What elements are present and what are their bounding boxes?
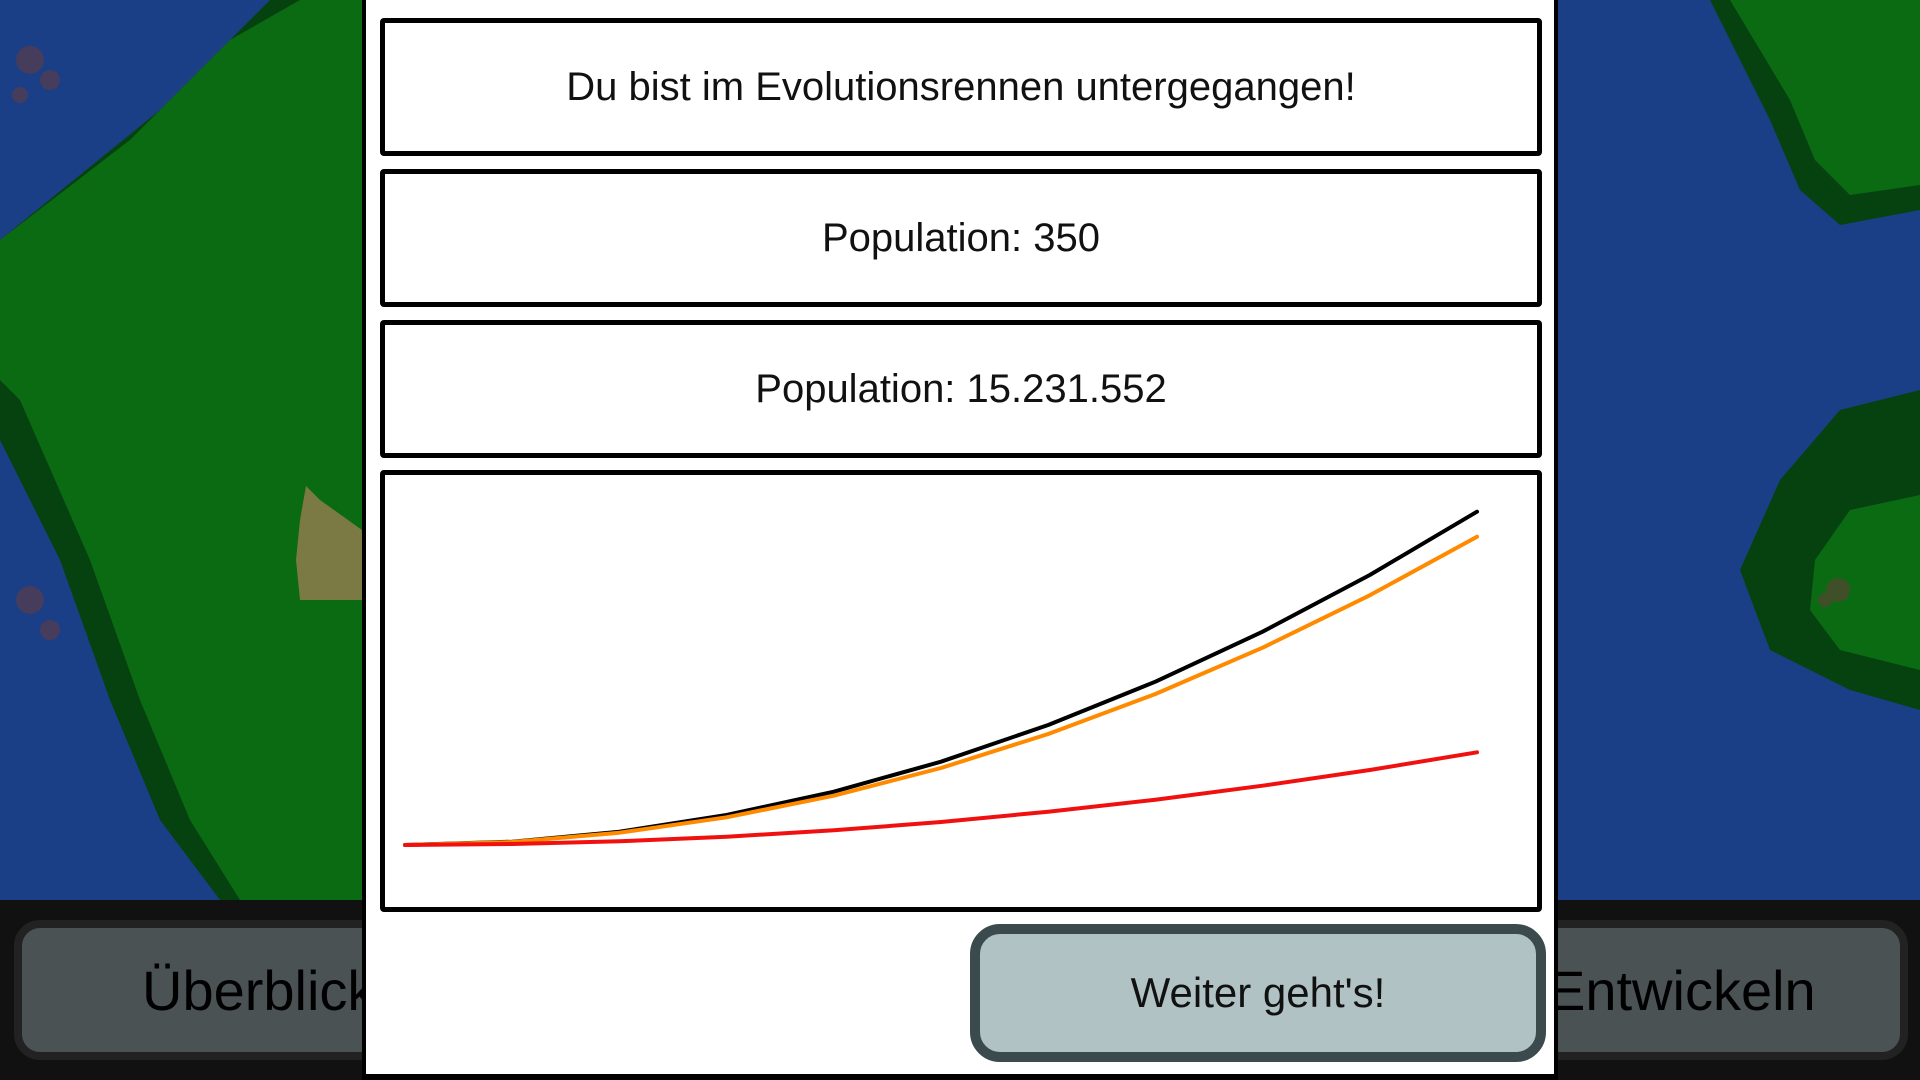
right-landmass-mid <box>1810 495 1920 670</box>
right-landmass-top <box>1730 0 1920 195</box>
develop-button[interactable]: Entwickeln <box>1500 920 1908 1060</box>
left-landmass <box>0 0 362 900</box>
population-graph <box>403 509 1479 847</box>
population-graph-box <box>380 470 1542 912</box>
game-over-dialog: Du bist im Evolutionsrennen untergegange… <box>362 0 1558 1080</box>
message-box: Du bist im Evolutionsrennen untergegange… <box>380 18 1542 156</box>
total-population-text: Population: 15.231.552 <box>755 366 1167 411</box>
total-population-box: Population: 15.231.552 <box>380 320 1542 458</box>
graph-series-line-2 <box>403 534 1479 847</box>
develop-button-label: Entwickeln <box>1548 958 1816 1022</box>
graph-series-line-3 <box>403 750 1479 847</box>
overview-button-label: Überblick <box>142 958 376 1022</box>
graph-series-line-1 <box>403 509 1479 847</box>
terrain-speckles <box>12 46 1850 640</box>
sand-patch <box>296 486 362 600</box>
own-population-box: Population: 350 <box>380 169 1542 307</box>
own-population-text: Population: 350 <box>821 215 1100 260</box>
game-over-message: Du bist im Evolutionsrennen untergegange… <box>566 64 1356 109</box>
continue-button-label: Weiter geht's! <box>1130 969 1386 1016</box>
continue-button[interactable]: Weiter geht's! <box>970 924 1546 1062</box>
